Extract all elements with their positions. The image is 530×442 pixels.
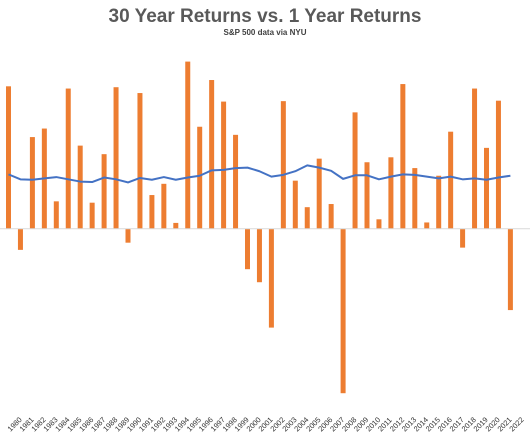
bar-2015 [424, 222, 430, 229]
line-series [8, 164, 511, 184]
bar-1982 [29, 137, 35, 229]
bar-1995 [185, 61, 191, 229]
bar-1991 [137, 93, 143, 229]
bar-2007 [328, 204, 334, 229]
bar-2000 [245, 228, 250, 270]
bar-2017 [448, 131, 454, 229]
bar-2021 [495, 100, 501, 229]
bar-2020 [484, 147, 489, 229]
bar-2005 [304, 207, 310, 229]
bar-1993 [161, 183, 167, 229]
bar-1986 [77, 145, 83, 229]
bar-2014 [412, 168, 418, 229]
bar-2012 [388, 157, 394, 229]
bar-2008 [340, 228, 346, 394]
x-tick-label: 2022 [507, 415, 525, 433]
bar-1980 [6, 86, 11, 229]
bar-2001 [256, 228, 262, 283]
bar-1989 [113, 87, 119, 229]
bar-1994 [173, 222, 179, 229]
chart-title: 30 Year Returns vs. 1 Year Returns [108, 6, 422, 27]
bar-2004 [292, 180, 298, 229]
bar-series [6, 61, 513, 394]
bar-2009 [352, 112, 358, 229]
bar-2016 [436, 175, 442, 229]
bar-1992 [149, 195, 155, 229]
bar-1997 [209, 80, 215, 229]
bar-1988 [101, 154, 107, 229]
bar-1998 [221, 101, 227, 229]
bar-2003 [280, 101, 286, 229]
bar-2018 [460, 228, 466, 248]
bar-1996 [197, 126, 203, 229]
bar-1984 [53, 201, 59, 229]
bar-2019 [472, 88, 478, 229]
bar-2013 [400, 84, 406, 229]
x-axis-ticks: 1980198119821983198419851986198719881989… [6, 415, 526, 433]
bar-1999 [233, 134, 239, 229]
bar-1990 [125, 228, 131, 243]
bar-1985 [65, 88, 71, 229]
bar-2010 [364, 162, 370, 229]
bar-1987 [89, 202, 95, 229]
bar-2011 [376, 219, 382, 229]
bar-2022 [507, 228, 513, 311]
bar-2006 [316, 158, 322, 229]
bar-1981 [17, 228, 23, 250]
chart-subtitle: S&P 500 data via NYU [223, 28, 307, 37]
bar-2002 [268, 228, 274, 328]
